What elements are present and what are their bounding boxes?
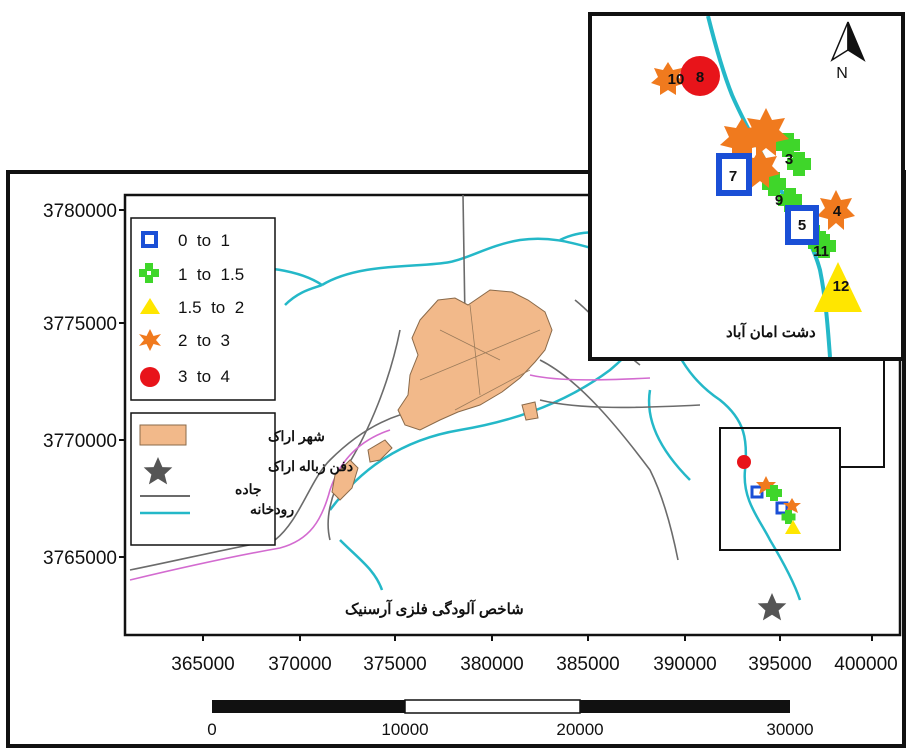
- legend-feature-label: رودخانه: [250, 501, 294, 518]
- scale-label: 30000: [766, 720, 813, 739]
- triangle-yellow-icon: [140, 298, 160, 314]
- arak-city-area: [521, 401, 539, 421]
- sample-label: 11: [813, 243, 829, 260]
- sample-marker-small: [775, 501, 789, 515]
- city-area-icon: [139, 424, 187, 446]
- star-orange-icon: [139, 329, 161, 351]
- scale-label: 10000: [381, 720, 428, 739]
- arak-city-area: [331, 459, 359, 501]
- landfill-star-icon: [757, 593, 787, 621]
- inset-area-label: دشت امان آباد: [726, 322, 816, 341]
- river-line: [284, 283, 323, 306]
- inset-sample-square: [785, 205, 819, 245]
- scale-label: 0: [207, 720, 216, 739]
- inset-sample-star: [651, 62, 855, 230]
- legend-class-label: 2 to 3: [178, 331, 230, 350]
- x-axis: 365000 370000 375000 380000 385000 39000…: [171, 635, 898, 675]
- inset-sample-circle: [680, 56, 720, 96]
- legend-class-label: 1 to 1.5: [178, 265, 244, 284]
- x-tick-label: 370000: [268, 654, 331, 675]
- circle-red-icon: [140, 367, 160, 387]
- y-axis: 3780000 3775000 3770000 3765000: [43, 201, 125, 569]
- outer-frame: [6, 170, 906, 748]
- district-boundary-line: [129, 429, 391, 581]
- arak-city-area: [397, 289, 553, 431]
- river-line: [339, 539, 384, 591]
- landfill-legend-icon: [143, 457, 173, 485]
- x-tick-label: 390000: [653, 654, 716, 675]
- north-label: N: [836, 65, 848, 82]
- legend-class-label: 0 to 1: [178, 231, 230, 250]
- y-tick-label: 3775000: [43, 314, 117, 335]
- x-tick-label: 380000: [460, 654, 523, 675]
- x-tick-label: 385000: [556, 654, 619, 675]
- road-line: [129, 409, 421, 571]
- study-area-box: [719, 427, 841, 551]
- district-boundary-line: [529, 374, 651, 381]
- arak-city-area: [367, 439, 393, 463]
- sample-label: 4: [833, 203, 842, 220]
- legend-class-label: 1.5 to 2: [178, 298, 244, 317]
- scale-bar: 0 10000 20000 30000: [207, 699, 814, 739]
- river-line: [321, 237, 621, 287]
- sample-label: 7: [729, 168, 737, 185]
- inset-sample-square: [716, 153, 752, 196]
- sample-marker-small: [785, 520, 801, 534]
- x-tick-label: 365000: [171, 654, 234, 675]
- road-line: [462, 195, 466, 321]
- scale-label: 20000: [556, 720, 603, 739]
- road-line: [539, 359, 679, 561]
- inset-map: 10 8 3 7 9 4 5 11 12 N دشت امان آباد: [588, 12, 905, 361]
- sample-label: 5: [798, 217, 806, 234]
- legend-class-label: 3 to 4: [178, 367, 230, 386]
- sample-label: 3: [785, 151, 793, 168]
- legend-feature-label: شهر اراک: [268, 428, 325, 445]
- sample-label: 12: [833, 278, 850, 295]
- x-tick-label: 395000: [748, 654, 811, 675]
- sample-label: 9: [775, 192, 783, 209]
- inset-sample-triangle: [814, 262, 862, 312]
- legend-feature-label: دفن زباله اراک: [268, 458, 353, 475]
- square-blue-icon: [141, 231, 158, 248]
- north-arrow-icon: N: [830, 21, 866, 82]
- x-tick-label: 400000: [834, 654, 897, 675]
- sample-label: 8: [696, 69, 704, 86]
- map-caption: شاخص آلودگی فلزی آرسنیک: [345, 599, 524, 618]
- legend-classes: 0 to 1 1 to 1.5 1.5 to 2 2 to 3 3 to 4: [130, 217, 276, 401]
- y-tick-label: 3765000: [43, 548, 117, 569]
- legend-features: شهر اراک دفن زباله اراک جاده رودخانه: [130, 412, 353, 546]
- sample-marker-small: [766, 485, 796, 524]
- river-line: [647, 389, 691, 481]
- sample-marker-small: [737, 455, 751, 469]
- sample-label: 10: [668, 71, 685, 88]
- y-tick-label: 3780000: [43, 201, 117, 222]
- legend-feature-label: جاده: [235, 481, 262, 497]
- x-tick-label: 375000: [363, 654, 426, 675]
- y-tick-label: 3770000: [43, 431, 117, 452]
- road-line: [539, 399, 701, 409]
